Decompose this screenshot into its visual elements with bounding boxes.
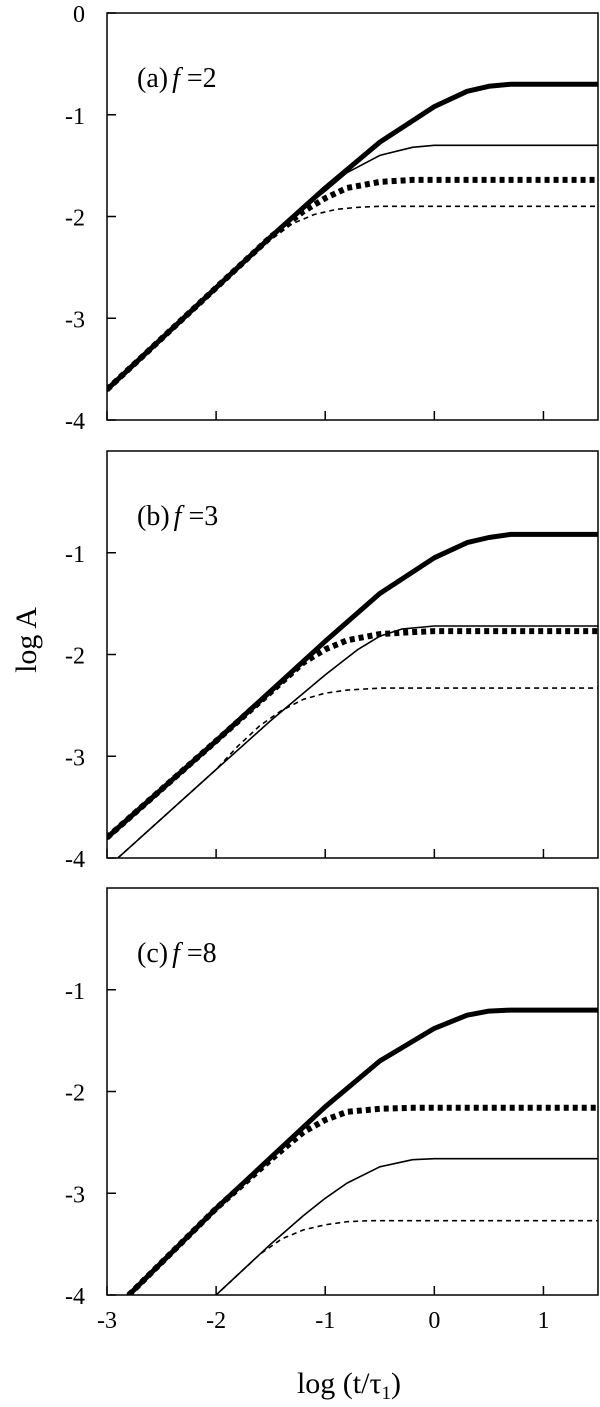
y-tick-label: -4 [65, 409, 85, 435]
panel-letter: (a) [137, 63, 168, 94]
y-tick-label: -3 [65, 307, 85, 333]
y-axis-label: log A [10, 607, 43, 673]
chart-panel: -1 -2 -3 -4 (b) f =3 [65, 450, 599, 873]
panel-label: (b) f =3 [137, 501, 218, 532]
x-axis-label-main: log (t/τ [297, 1367, 382, 1400]
panel-param-symbol: f [174, 501, 185, 532]
panel-letter: (c) [137, 938, 168, 969]
y-tick-label: -3 [65, 1182, 85, 1208]
series-line-thin-dashed [221, 1219, 598, 1291]
panel-param-symbol: f [172, 63, 183, 94]
panel-letter: (b) [137, 501, 170, 532]
x-tick-label: -3 [97, 1308, 117, 1334]
x-tick-label: 1 [537, 1308, 549, 1334]
y-tick-label: -1 [65, 542, 85, 568]
series-line-thin-solid [107, 144, 598, 391]
chart-panel: 0 -1 -2 -3 -4 (a) f =2 [65, 2, 599, 435]
x-axis-label: log (t/τ1) [297, 1367, 401, 1404]
y-tick-label: -2 [65, 1081, 85, 1107]
x-axis-label-close: ) [391, 1367, 401, 1400]
y-tick-label: -2 [65, 206, 85, 232]
x-tick-label: -2 [206, 1308, 226, 1334]
series-line-thick-solid [107, 531, 598, 841]
x-tick-label: 0 [428, 1308, 440, 1334]
panel-param-value: =2 [180, 63, 217, 94]
series-line-thick-solid [107, 81, 598, 392]
panels: 0-1-2-3-4(a) f =2-1-2-3-4(b) f =3-3 -2 -1 0 1-… [65, 2, 599, 1334]
series-line-thick-solid [126, 1007, 598, 1295]
x-axis-label-subscript: 1 [382, 1383, 392, 1404]
series-line-thin-solid [215, 1157, 598, 1295]
panel-label: (c) f =8 [137, 938, 217, 969]
panel-param-value: =8 [180, 938, 217, 969]
x-tick-label: -1 [315, 1308, 335, 1334]
series-line-thin-dashed [107, 205, 598, 391]
y-tick-label: -3 [65, 745, 85, 771]
panel-label: (a) f =2 [137, 63, 217, 94]
chart-panel: -3 -2 -1 0 1 -1 -2 -3 -4 (c) f =8 [65, 887, 599, 1334]
series-line-thick-dotted [107, 628, 598, 840]
series-line-thick-dotted [107, 176, 598, 392]
panel-param-symbol: f [172, 938, 183, 969]
series-line-thin-solid [117, 625, 598, 858]
y-tick-label: -4 [65, 1284, 85, 1310]
series-line-thick-dotted [126, 1104, 598, 1295]
y-tick-label: -1 [65, 104, 85, 130]
y-tick-label: -2 [65, 644, 85, 670]
panel-param-value: =3 [181, 501, 218, 532]
y-tick-label: 0 [73, 2, 85, 28]
series-line-thin-dashed [117, 687, 598, 858]
y-tick-label: -4 [65, 847, 85, 873]
y-tick-label: -1 [65, 979, 85, 1005]
